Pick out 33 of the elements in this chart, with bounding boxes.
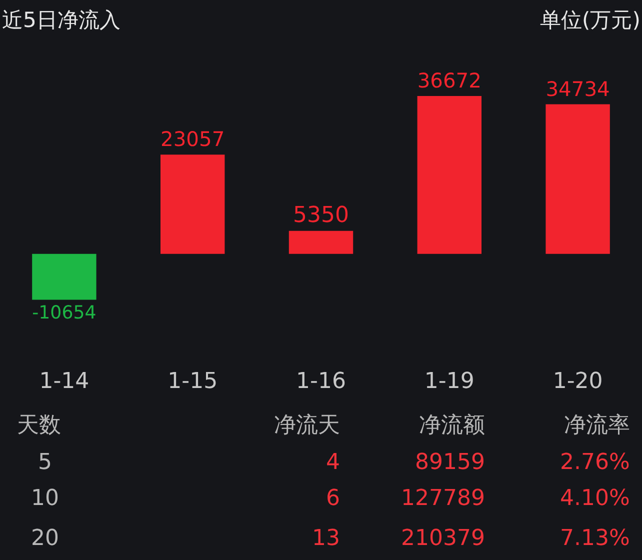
chart-subtitle: 单位(万元) (540, 8, 640, 32)
text: 7.13% (560, 526, 630, 551)
chart-title: 近5日净流入 (2, 8, 120, 32)
data-label: 36672 (417, 68, 482, 92)
text: 净流额 (419, 413, 485, 438)
text: 5 (38, 450, 52, 475)
bar (32, 254, 96, 300)
bar (288, 230, 354, 254)
text: 6 (326, 486, 340, 511)
bar (417, 96, 482, 254)
data-label: 5350 (293, 202, 349, 228)
text: 4.10% (560, 486, 630, 511)
x-tick-label: 1-19 (424, 369, 474, 394)
data-label: 23057 (160, 127, 225, 152)
text: 127789 (401, 486, 485, 511)
text: 13 (312, 526, 340, 551)
text: 净流天 (274, 413, 340, 438)
text: 天数 (17, 413, 61, 438)
data-label: -10654 (32, 302, 96, 324)
text: 210379 (401, 526, 485, 551)
text: 净流率 (564, 413, 630, 438)
data-label: 34734 (546, 76, 610, 101)
x-tick-label: 1-16 (296, 369, 346, 394)
bar (160, 154, 225, 254)
x-tick-label: 1-15 (168, 369, 218, 394)
x-tick-label: 1-20 (552, 369, 603, 394)
text: 10 (31, 486, 59, 511)
text: 2.76% (560, 450, 630, 475)
text: 20 (31, 526, 59, 551)
x-tick-label: 1-14 (39, 369, 90, 394)
text: 89159 (415, 450, 485, 475)
text: 4 (326, 450, 340, 475)
bar (546, 104, 610, 254)
